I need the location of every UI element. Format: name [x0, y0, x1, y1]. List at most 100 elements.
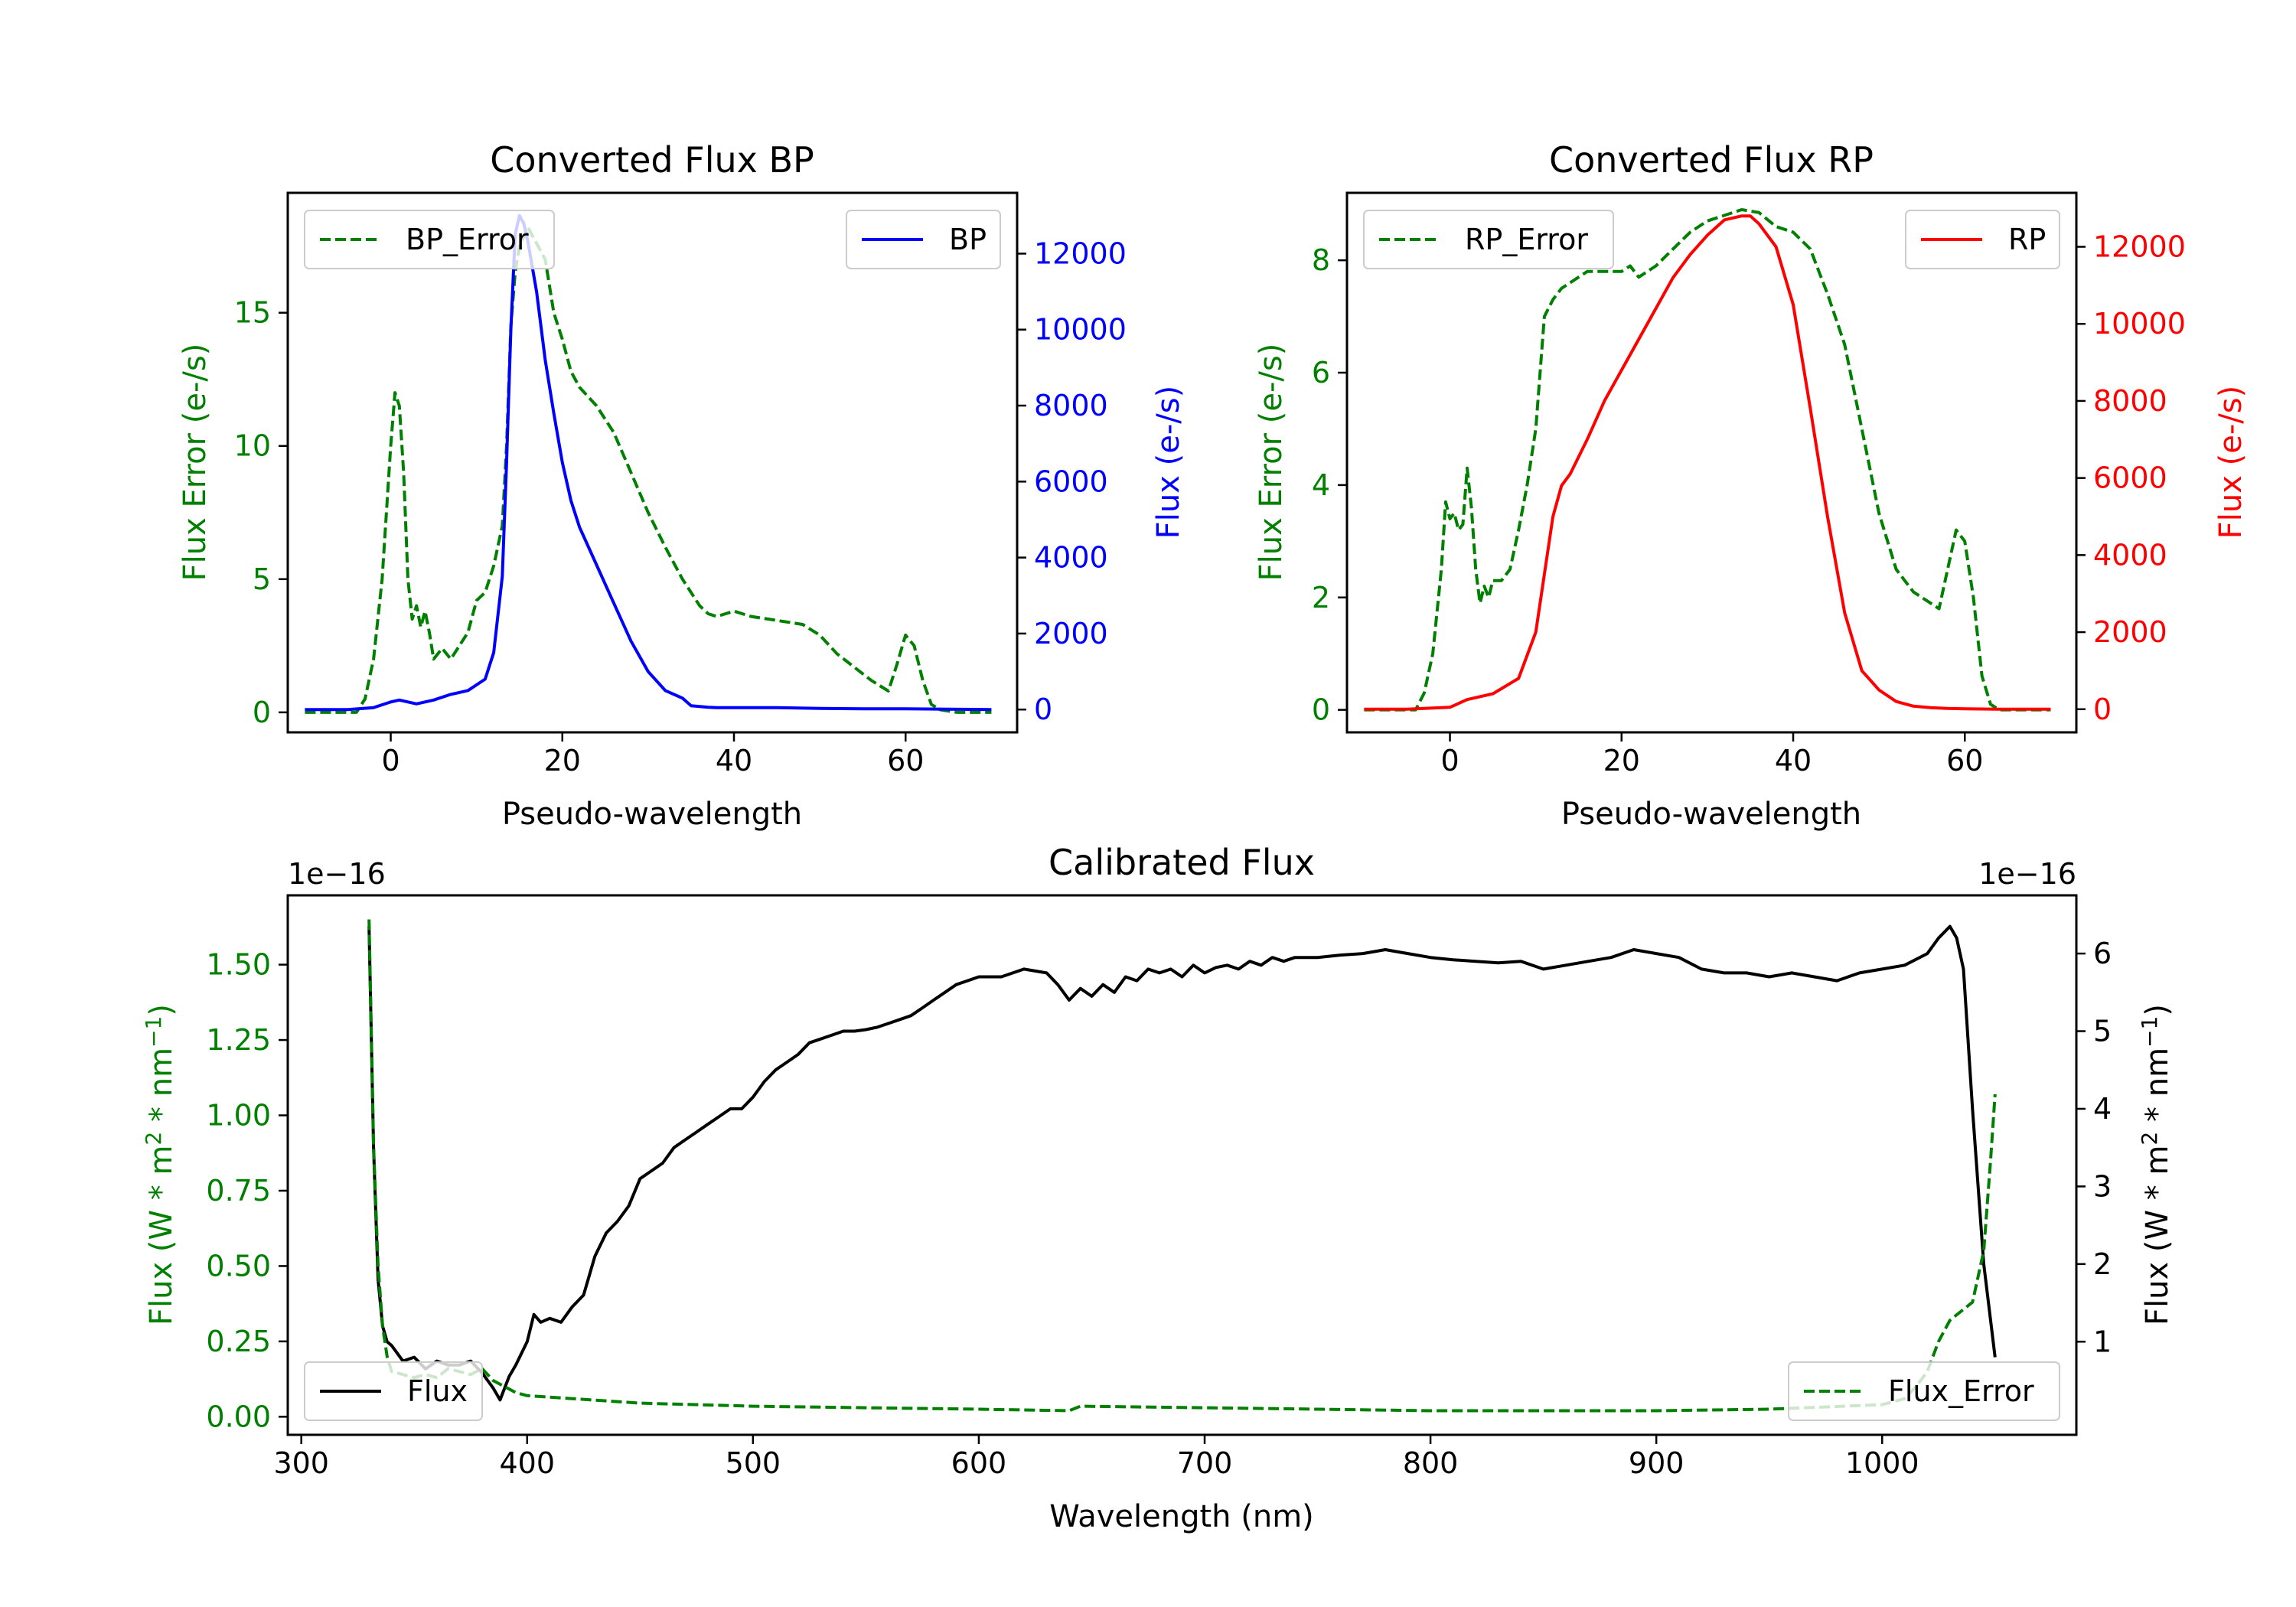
series-bp-line	[305, 214, 992, 712]
left-tick-label: 1.50	[206, 948, 271, 982]
left-tick-label: 0.75	[206, 1174, 271, 1208]
x-tick-label: 0	[381, 744, 400, 777]
x-tick-label: 900	[1629, 1446, 1684, 1480]
left-tick-label: 8	[1312, 243, 1330, 277]
x-tick-label: 1000	[1845, 1446, 1919, 1480]
x-tick-label: 60	[887, 744, 924, 777]
rp-series-layer	[1364, 208, 2051, 712]
right-tick-label: 2000	[1034, 617, 1108, 650]
label-part: Flux (W * m	[144, 1146, 179, 1325]
label-superscript: −1	[2137, 1016, 2162, 1048]
x-tick-label: 0	[1440, 744, 1459, 777]
label-part: )	[2140, 1004, 2175, 1016]
x-tick-label: 500	[726, 1446, 781, 1480]
right-tick-label: 8000	[1034, 389, 1108, 422]
cal-right-axis-label: Flux (W * m2 * nm−1)	[2137, 1004, 2175, 1325]
right-tick-label: 12000	[1034, 236, 1127, 270]
left-tick-label: 15	[234, 296, 271, 330]
right-tick-label: 6000	[1034, 464, 1108, 498]
right-tick-label: 3	[2093, 1169, 2112, 1203]
right-tick-label: 2	[2093, 1247, 2112, 1281]
rp-x-ticks: 0 20 40 60	[1440, 732, 1983, 777]
bp-x-label: Pseudo-wavelength	[502, 797, 802, 832]
right-tick-label: 12000	[2093, 230, 2186, 264]
label-superscript: −1	[141, 1016, 166, 1048]
right-tick-label: 1	[2093, 1325, 2112, 1358]
right-tick-label: 0	[2093, 693, 2112, 726]
left-tick-label: 0.50	[206, 1249, 271, 1283]
right-tick-label: 4	[2093, 1092, 2112, 1126]
bp-series-layer	[305, 214, 992, 714]
legend-box	[1905, 210, 2060, 269]
rp-left-axis-label: Flux Error (e-/s)	[1254, 344, 1289, 582]
series-rp-error-line	[1364, 208, 2051, 712]
x-tick-label: 40	[1775, 744, 1812, 777]
calibrated-panel: Calibrated Flux 300 400 500 600 700 800 900 100…	[141, 842, 2175, 1534]
x-tick-label: 700	[1177, 1446, 1233, 1480]
right-tick-label: 5	[2093, 1015, 2112, 1048]
cal-legend-flux: Flux	[304, 1361, 483, 1421]
rp-legend-flux: RP	[1905, 210, 2060, 269]
bp-axes-frame	[286, 191, 1019, 734]
bp-right-axis-label: Flux (e-/s)	[1151, 386, 1186, 539]
x-tick-label: 40	[716, 744, 752, 777]
x-tick-label: 20	[1603, 744, 1640, 777]
label-part: * nm	[144, 1048, 179, 1132]
legend-box	[1363, 210, 1614, 269]
x-tick-label: 600	[951, 1446, 1007, 1480]
legend-label: BP	[949, 223, 987, 256]
cal-axes-frame	[286, 894, 2078, 1436]
left-tick-label: 0	[1312, 693, 1330, 727]
cal-x-ticks: 300 400 500 600 700 800 900 1000	[273, 1435, 1919, 1480]
left-tick-label: 0	[253, 696, 271, 729]
label-part: * nm	[2140, 1048, 2175, 1132]
cal-legend-error: Flux_Error	[1788, 1361, 2060, 1421]
cal-left-axis-label: Flux (W * m2 * nm−1)	[141, 1004, 179, 1325]
series-flux-line	[367, 924, 1997, 1402]
cal-x-label: Wavelength (nm)	[1049, 1499, 1314, 1534]
x-tick-label: 20	[544, 744, 581, 777]
cal-left-offset-text: 1e−16	[288, 857, 386, 891]
left-tick-label: 1.25	[206, 1023, 271, 1057]
label-superscript: 2	[141, 1132, 166, 1146]
bp-title: Converted Flux BP	[490, 139, 814, 181]
legend-box	[846, 210, 1001, 269]
legend-box	[304, 1361, 483, 1421]
left-tick-label: 1.00	[206, 1099, 271, 1133]
label-part: )	[144, 1004, 179, 1016]
cal-right-offset-text: 1e−16	[1978, 857, 2076, 891]
bp-legend-flux: BP	[846, 210, 1001, 269]
right-tick-label: 6	[2093, 937, 2112, 970]
label-superscript: 2	[2137, 1132, 2162, 1146]
bp-right-ticks: 0 2000 4000 6000 8000 10000 12000	[1017, 236, 1127, 726]
x-tick-label: 300	[273, 1446, 329, 1480]
bp-left-axis-label: Flux Error (e-/s)	[178, 344, 213, 582]
right-tick-label: 6000	[2093, 461, 2167, 495]
rp-axes-frame	[1345, 191, 2078, 734]
right-tick-label: 4000	[2093, 538, 2167, 572]
cal-left-ticks: 0.00 0.25 0.50 0.75 1.00 1.25 1.50	[206, 948, 288, 1433]
right-tick-label: 10000	[2093, 307, 2186, 341]
right-tick-label: 10000	[1034, 313, 1127, 347]
rp-title: Converted Flux RP	[1549, 139, 1874, 181]
rp-panel: Converted Flux RP 0 20 40 60 0 2 4 6 8 0 2000 400…	[1254, 139, 2249, 832]
legend-label: RP	[2008, 223, 2046, 256]
legend-label: Flux	[407, 1374, 468, 1408]
right-tick-label: 0	[1034, 693, 1052, 726]
left-tick-label: 4	[1312, 468, 1330, 502]
left-tick-label: 0.00	[206, 1400, 271, 1433]
left-tick-label: 6	[1312, 356, 1330, 390]
left-tick-label: 5	[253, 562, 271, 596]
right-tick-label: 8000	[2093, 384, 2167, 418]
x-tick-label: 60	[1946, 744, 1983, 777]
right-tick-label: 2000	[2093, 615, 2167, 649]
rp-x-label: Pseudo-wavelength	[1561, 797, 1861, 832]
legend-label: RP_Error	[1465, 223, 1588, 256]
series-bp-error-line	[305, 226, 992, 714]
cal-right-ticks: 1 2 3 4 5 6	[2076, 937, 2112, 1358]
rp-right-axis-label: Flux (e-/s)	[2213, 386, 2249, 539]
legend-label: Flux_Error	[1888, 1374, 2034, 1408]
left-tick-label: 10	[234, 429, 271, 463]
label-part: Flux (W * m	[2140, 1146, 2175, 1325]
